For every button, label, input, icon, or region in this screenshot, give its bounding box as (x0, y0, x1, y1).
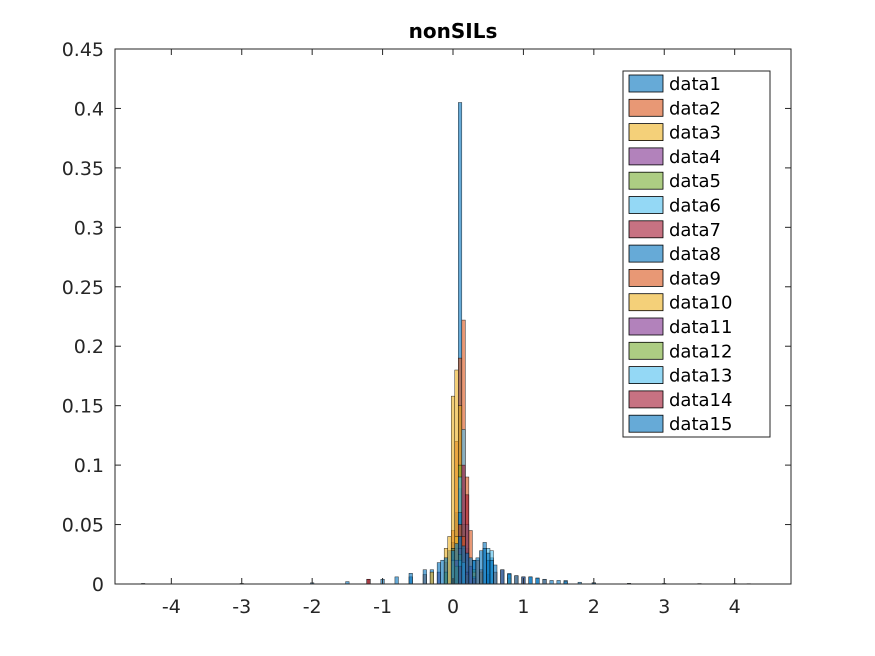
legend-swatch-data11 (628, 317, 664, 336)
y-tick-label: 0 (92, 574, 104, 596)
bar-data15-21 (489, 559, 494, 585)
y-axis-ticks: 0 0.05 0.1 0.15 0.2 0.25 0.3 0.35 0.4 0.45 (62, 39, 791, 596)
legend-swatch-data6 (628, 196, 664, 214)
bar-data15-15 (468, 557, 473, 585)
bar-data3-0 (429, 571, 434, 585)
x-tick-label: 4 (729, 596, 741, 618)
x-tick-label: -2 (303, 596, 322, 618)
x-tick-label: 0 (447, 596, 459, 618)
legend: data1 data2 data3 data4 data5 data6 data7 data8… (622, 70, 771, 438)
bar-data15-29 (542, 578, 547, 585)
legend-swatch-data7 (628, 220, 664, 239)
legend-swatch-data10 (628, 293, 664, 312)
legend-swatch-data5 (628, 171, 664, 190)
bar-data15-12 (458, 536, 463, 585)
legend-label-data2: data2 (669, 98, 721, 119)
x-tick-label: 1 (517, 596, 529, 618)
legend-swatch-data13 (628, 366, 664, 385)
y-tick-label: 0.15 (62, 396, 104, 418)
bar-data15-30 (549, 580, 554, 585)
legend-label-data15: data15 (669, 414, 732, 435)
y-tick-label: 0.35 (62, 158, 104, 180)
bar-data15-31 (556, 580, 561, 585)
chart-title: nonSILs (409, 19, 498, 43)
x-tick-label: 2 (588, 596, 600, 618)
legend-swatch-data9 (628, 268, 664, 287)
legend-label-data13: data13 (669, 366, 732, 387)
legend-label-data8: data8 (669, 244, 721, 265)
bar-data3-2 (447, 536, 452, 585)
x-tick-label: 3 (658, 596, 670, 618)
bar-data15-25 (514, 575, 519, 585)
bar-data15-17 (475, 557, 480, 585)
legend-label-data7: data7 (669, 220, 721, 241)
bar-data15-23 (500, 569, 505, 585)
y-tick-label: 0.4 (74, 98, 104, 120)
y-tick-label: 0.05 (62, 515, 104, 537)
legend-items: data1 data2 data3 data4 data5 data6 data7 data8… (628, 74, 732, 435)
legend-label-data9: data9 (669, 268, 721, 289)
legend-label-data11: data11 (669, 317, 732, 338)
legend-label-data1: data1 (669, 74, 721, 95)
legend-swatch-data15 (628, 414, 664, 433)
bar-data15-8 (436, 562, 441, 585)
legend-swatch-data12 (628, 341, 664, 360)
legend-swatch-data8 (628, 244, 664, 263)
bar-data15-9 (443, 557, 448, 585)
bar-data15-6 (408, 573, 413, 585)
legend-label-data5: data5 (669, 171, 721, 192)
bar-data15-11 (454, 543, 459, 585)
legend-swatch-data3 (628, 123, 664, 141)
x-tick-label: -3 (232, 596, 251, 618)
y-tick-label: 0.3 (74, 217, 104, 239)
bar-data15-14 (465, 552, 470, 585)
legend-label-data4: data4 (669, 147, 721, 168)
y-tick-label: 0.2 (74, 336, 104, 358)
bar-data15-16 (472, 559, 477, 585)
bar-data1-3 (440, 559, 445, 585)
x-tick-label: -4 (162, 596, 181, 618)
legend-label-data12: data12 (669, 341, 732, 362)
x-tick-label: -1 (373, 596, 392, 618)
legend-swatch-data1 (628, 74, 664, 93)
legend-label-data10: data10 (669, 293, 732, 314)
bar-data15-13 (461, 545, 466, 585)
legend-label-data6: data6 (669, 196, 721, 217)
bar-data7-0 (366, 578, 371, 585)
bar-data15-20 (486, 552, 491, 585)
legend-swatch-data2 (628, 98, 664, 117)
legend-label-data14: data14 (669, 390, 732, 411)
bar-data15-24 (507, 573, 512, 585)
legend-label-data3: data3 (669, 123, 721, 144)
histogram-bars (141, 102, 751, 585)
legend-swatch-data4 (628, 147, 664, 166)
bar-data15-27 (528, 576, 533, 585)
bar-data15-28 (535, 577, 540, 585)
y-tick-label: 0.45 (62, 39, 104, 61)
bar-data15-5 (394, 576, 399, 585)
bar-data15-18 (479, 550, 484, 585)
x-axis-ticks: -4 -3 -2 -1 0 1 2 3 4 (162, 49, 741, 618)
bar-data15-19 (482, 548, 487, 585)
bar-data15-22 (493, 564, 498, 585)
y-tick-label: 0.25 (62, 277, 104, 299)
bar-data15-7 (422, 569, 427, 585)
y-tick-label: 0.1 (74, 455, 104, 477)
legend-swatch-data14 (628, 390, 664, 409)
